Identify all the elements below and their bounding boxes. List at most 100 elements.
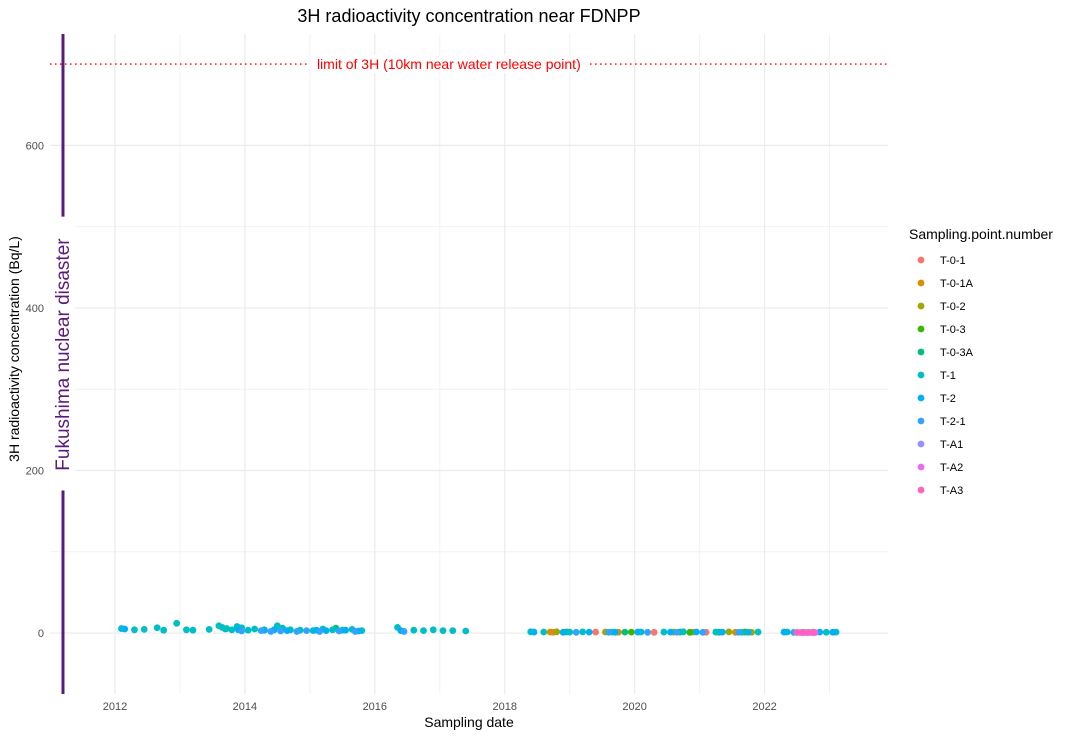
- legend-label-T-0-1: T-0-1: [940, 255, 966, 267]
- data-point-T-2-1: [303, 627, 310, 635]
- legend-label-T-2-1: T-2-1: [940, 416, 966, 428]
- data-point-T-1: [223, 625, 231, 632]
- x-axis-title: Sampling date: [424, 714, 514, 730]
- legend-key-T-0-1A: [917, 279, 925, 287]
- data-point-T-2-1: [267, 628, 275, 635]
- data-point-T-2-1: [351, 628, 359, 635]
- data-point-T-2-1: [735, 628, 742, 636]
- data-point-T-2: [530, 628, 538, 636]
- data-point-T-2-1: [673, 628, 681, 636]
- data-point-T-A3: [793, 628, 801, 636]
- data-point-T-1: [579, 628, 587, 636]
- data-point-T-1: [189, 626, 197, 634]
- data-points: [118, 619, 840, 636]
- data-point-T-2: [634, 628, 642, 636]
- legend: Sampling.point.number T-0-1 T-0-1A T-0-2 T-…: [909, 226, 1053, 497]
- data-point-T-2-1: [572, 628, 580, 636]
- data-point-T-2: [585, 628, 593, 636]
- data-point-T-2: [829, 628, 837, 636]
- data-point-T-1: [540, 628, 548, 636]
- y-tick-label: 0: [38, 628, 44, 640]
- data-point-T-2-1: [316, 628, 323, 635]
- data-point-T-0-3: [628, 628, 635, 636]
- data-point-T-1: [329, 626, 336, 634]
- data-point-T-2-1: [699, 628, 707, 636]
- reference-lines: limit of 3H (10km near water release poi…: [50, 34, 888, 694]
- event-label: Fukushima nuclear disaster: [53, 238, 74, 471]
- data-point-T-2-1: [644, 628, 652, 636]
- legend-key-T-1: [917, 371, 925, 379]
- data-point-T-1: [439, 627, 447, 635]
- event-label-background: [50, 216, 75, 491]
- data-point-T-1: [754, 628, 762, 636]
- x-tick-label: 2018: [492, 701, 516, 713]
- x-tick-label: 2022: [752, 701, 776, 713]
- legend-key-T-A2: [917, 463, 925, 471]
- data-point-T-1: [244, 626, 252, 634]
- data-point-T-1: [429, 626, 437, 634]
- data-point-T-1: [183, 626, 190, 634]
- data-point-T-1: [462, 627, 470, 635]
- data-point-T-2-1: [400, 628, 408, 635]
- legend-label-T-0-3A: T-0-3A: [940, 347, 974, 359]
- data-point-T-1: [410, 626, 418, 634]
- data-point-T-1: [160, 626, 168, 634]
- data-point-T-0-3: [686, 628, 694, 636]
- data-point-T-A3: [798, 629, 806, 636]
- x-tick-label: 2012: [103, 701, 127, 713]
- y-axis: 0 200 400 600: [26, 140, 44, 640]
- legend-key-T-A3: [917, 486, 925, 494]
- legend-title: Sampling.point.number: [909, 226, 1053, 242]
- data-point-T-2: [559, 628, 567, 636]
- legend-key-T-2-1: [917, 417, 925, 425]
- data-point-T-0-1A: [546, 628, 554, 636]
- data-point-T-0-3A: [621, 628, 629, 636]
- legend-label-T-2: T-2: [940, 393, 956, 405]
- legend-label-T-A3: T-A3: [940, 485, 963, 497]
- legend-key-T-A1: [917, 440, 925, 448]
- legend-label-T-0-2: T-0-2: [940, 301, 966, 313]
- data-point-T-0-2: [553, 628, 561, 636]
- data-point-T-1: [205, 625, 213, 633]
- data-point-T-1: [140, 625, 148, 633]
- legend-key-T-0-2: [917, 302, 925, 310]
- y-tick-label: 200: [26, 465, 44, 477]
- limit-label-background: [309, 55, 588, 74]
- data-point-T-2-1: [293, 628, 301, 635]
- data-point-T-2-1: [238, 627, 246, 635]
- data-point-T-1: [420, 627, 427, 635]
- data-point-T-2: [780, 628, 788, 636]
- data-point-T-0-1: [592, 628, 600, 636]
- data-point-T-2-1: [335, 627, 343, 635]
- data-point-T-2: [692, 628, 700, 636]
- data-point-T-1: [251, 625, 259, 633]
- data-point-T-2: [342, 626, 349, 634]
- legend-key-T-0-1: [917, 256, 925, 264]
- data-point-T-1: [679, 628, 687, 636]
- data-point-T-A3: [809, 629, 817, 636]
- data-point-T-1: [153, 624, 161, 632]
- data-point-T-2-1: [257, 627, 265, 635]
- chart-title: 3H radioactivity concentration near FDNP…: [297, 6, 640, 26]
- data-point-T-2-1: [277, 627, 285, 635]
- grid: [50, 34, 888, 694]
- data-point-T-2: [611, 628, 619, 636]
- x-axis: 2012 2014 2016 2018 2020 2022: [103, 701, 777, 713]
- x-tick-label: 2016: [363, 701, 387, 713]
- data-point-T-1: [712, 628, 720, 636]
- data-point-T-1: [449, 627, 457, 635]
- data-point-T-0-1: [650, 628, 658, 636]
- legend-label-T-0-1A: T-0-1A: [940, 278, 974, 290]
- data-point-T-0-2: [725, 628, 733, 636]
- x-tick-label: 2014: [233, 701, 257, 713]
- data-point-T-1: [822, 628, 830, 636]
- y-tick-label: 400: [26, 303, 44, 315]
- legend-key-T-2: [917, 394, 925, 402]
- data-point-T-1: [173, 619, 181, 627]
- data-point-T-2: [121, 625, 129, 633]
- legend-label-T-A2: T-A2: [940, 462, 963, 474]
- legend-key-T-0-3: [917, 325, 925, 333]
- data-point-T-2: [666, 628, 674, 636]
